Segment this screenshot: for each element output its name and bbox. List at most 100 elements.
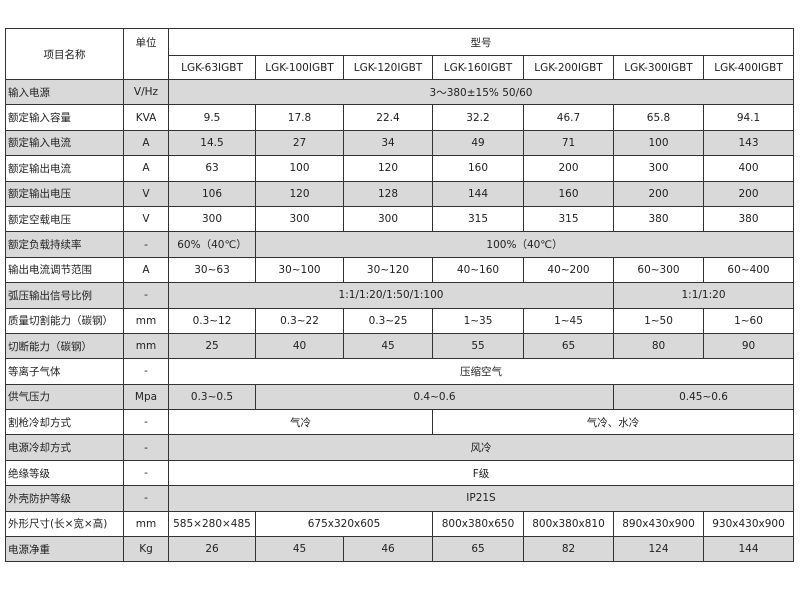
row-value: 63: [168, 155, 256, 182]
row-name: 额定空载电压: [5, 205, 124, 233]
row-value: 160: [432, 155, 524, 182]
row-name: 额定输出电压: [5, 180, 124, 207]
table-row: 电源净重 Kg 26 45 46 65 82 124 144: [5, 536, 795, 563]
row-value: 34: [343, 129, 433, 157]
row-value: 1~50: [613, 307, 704, 334]
row-value: 1~35: [432, 307, 524, 334]
table-row: 质量切割能力（碳钢） mm 0.3~12 0.3~22 0.3~25 1~35 1~45 1~…: [5, 307, 795, 334]
row-value: 气冷、水冷: [431, 409, 795, 436]
row-name: 供气压力: [5, 383, 124, 411]
row-value: 17.8: [255, 104, 344, 131]
row-value: 143: [702, 129, 795, 157]
row-value: 1~60: [702, 307, 795, 334]
header-name: 项目名称: [5, 28, 124, 80]
row-name: 输入电源: [5, 78, 124, 106]
row-value: 0.3~22: [255, 307, 344, 334]
row-name: 电源净重: [5, 536, 124, 563]
row-value: 315: [523, 205, 614, 233]
table-row: 切断能力（碳钢） mm 25 40 45 55 65 80 90: [5, 332, 795, 360]
row-value: 100: [613, 129, 704, 157]
row-value: 0.4~0.6: [255, 383, 614, 411]
row-value: 40: [255, 332, 344, 360]
row-unit: mm: [123, 332, 169, 360]
row-name: 等离子气体: [5, 358, 124, 385]
table-row: 割枪冷却方式 - 气冷 气冷、水冷: [5, 409, 795, 436]
row-value: 65.8: [613, 104, 704, 131]
row-value: 380: [613, 205, 704, 233]
model-header: LGK-160IGBT: [432, 55, 524, 80]
row-value: 气冷: [168, 409, 433, 436]
table-row: 输入电源 V/Hz 3～380±15% 50/60: [5, 78, 795, 106]
table-row: 额定输出电压 V 106 120 128 144 160 200 200: [5, 180, 795, 207]
model-header: LGK-300IGBT: [613, 55, 704, 80]
model-header: LGK-200IGBT: [523, 55, 614, 80]
row-value: 30~100: [255, 256, 344, 284]
row-value: 400: [702, 155, 795, 182]
row-unit: -: [123, 409, 169, 436]
row-value: 315: [432, 205, 524, 233]
row-value: 压缩空气: [167, 358, 795, 385]
row-value: 144: [702, 536, 795, 563]
model-header: LGK-100IGBT: [255, 55, 344, 80]
row-value: 106: [168, 180, 256, 207]
table-row: 输出电流调节范围 A 30~63 30~100 30~120 40~160 40~200 60…: [5, 256, 795, 284]
row-name: 输出电流调节范围: [5, 256, 124, 284]
row-unit: -: [123, 282, 169, 309]
row-value: 3～380±15% 50/60: [167, 78, 795, 106]
row-value: 1:1/1:20/1:50/1:100: [168, 282, 614, 309]
row-value: 100: [255, 155, 344, 182]
row-value: IP21S: [167, 485, 795, 512]
table-row: 外壳防护等级 - IP21S: [5, 485, 795, 512]
row-value: 32.2: [432, 104, 524, 131]
row-name: 电源冷却方式: [5, 434, 124, 461]
row-unit: -: [123, 459, 169, 487]
row-value: 0.3~0.5: [168, 383, 256, 411]
row-value: 120: [255, 180, 344, 207]
table-row: 外形尺寸(长×宽×高) mm 585×280×485 675x320x605 800x3…: [5, 510, 795, 538]
table-row: 额定空载电压 V 300 300 300 315 315 380 380: [5, 205, 795, 233]
row-value: 45: [343, 332, 433, 360]
row-value: 60%（40℃）: [168, 231, 256, 258]
row-value: 9.5: [168, 104, 256, 131]
row-name: 额定输出电流: [5, 155, 124, 182]
row-name: 质量切割能力（碳钢）: [5, 307, 124, 334]
row-value: 800x380x650: [432, 510, 524, 538]
row-name: 切断能力（碳钢）: [5, 332, 124, 360]
row-unit: V/Hz: [123, 78, 169, 106]
row-value: 124: [613, 536, 704, 563]
row-value: 46: [343, 536, 433, 563]
row-value: 100%（40℃）: [254, 231, 795, 258]
row-name: 外形尺寸(长×宽×高): [5, 510, 124, 538]
row-value: 40~160: [432, 256, 524, 284]
table-row: 额定输入电流 A 14.5 27 34 49 71 100 143: [5, 129, 795, 157]
row-name: 弧压输出信号比例: [5, 282, 124, 309]
row-value: 22.4: [343, 104, 433, 131]
row-value: 30~120: [343, 256, 433, 284]
row-unit: A: [123, 155, 169, 182]
row-value: 71: [523, 129, 614, 157]
spec-table: 项目名称 单位 型号 LGK-63IGBT LGK-100IGBT LGK-120I…: [5, 28, 795, 563]
row-unit: A: [123, 256, 169, 284]
row-name: 额定输入电流: [5, 129, 124, 157]
row-unit: -: [123, 231, 169, 258]
row-value: 80: [613, 332, 704, 360]
row-value: 25: [168, 332, 256, 360]
row-name: 额定输入容量: [5, 104, 124, 131]
row-name: 外壳防护等级: [5, 485, 124, 512]
row-unit: mm: [123, 510, 169, 538]
row-value: 200: [702, 180, 795, 207]
row-value: 128: [343, 180, 433, 207]
row-value: 300: [613, 155, 704, 182]
row-value: 300: [343, 205, 433, 233]
row-value: 60~400: [702, 256, 795, 284]
row-value: 300: [255, 205, 344, 233]
row-value: 55: [432, 332, 524, 360]
row-unit: mm: [123, 307, 169, 334]
row-value: 65: [523, 332, 614, 360]
row-unit: Kg: [123, 536, 169, 563]
model-header: LGK-120IGBT: [343, 55, 433, 80]
row-value: 675x320x605: [255, 510, 433, 538]
row-value: 200: [613, 180, 704, 207]
row-name: 额定负载持续率: [5, 231, 124, 258]
row-value: 风冷: [167, 434, 795, 461]
